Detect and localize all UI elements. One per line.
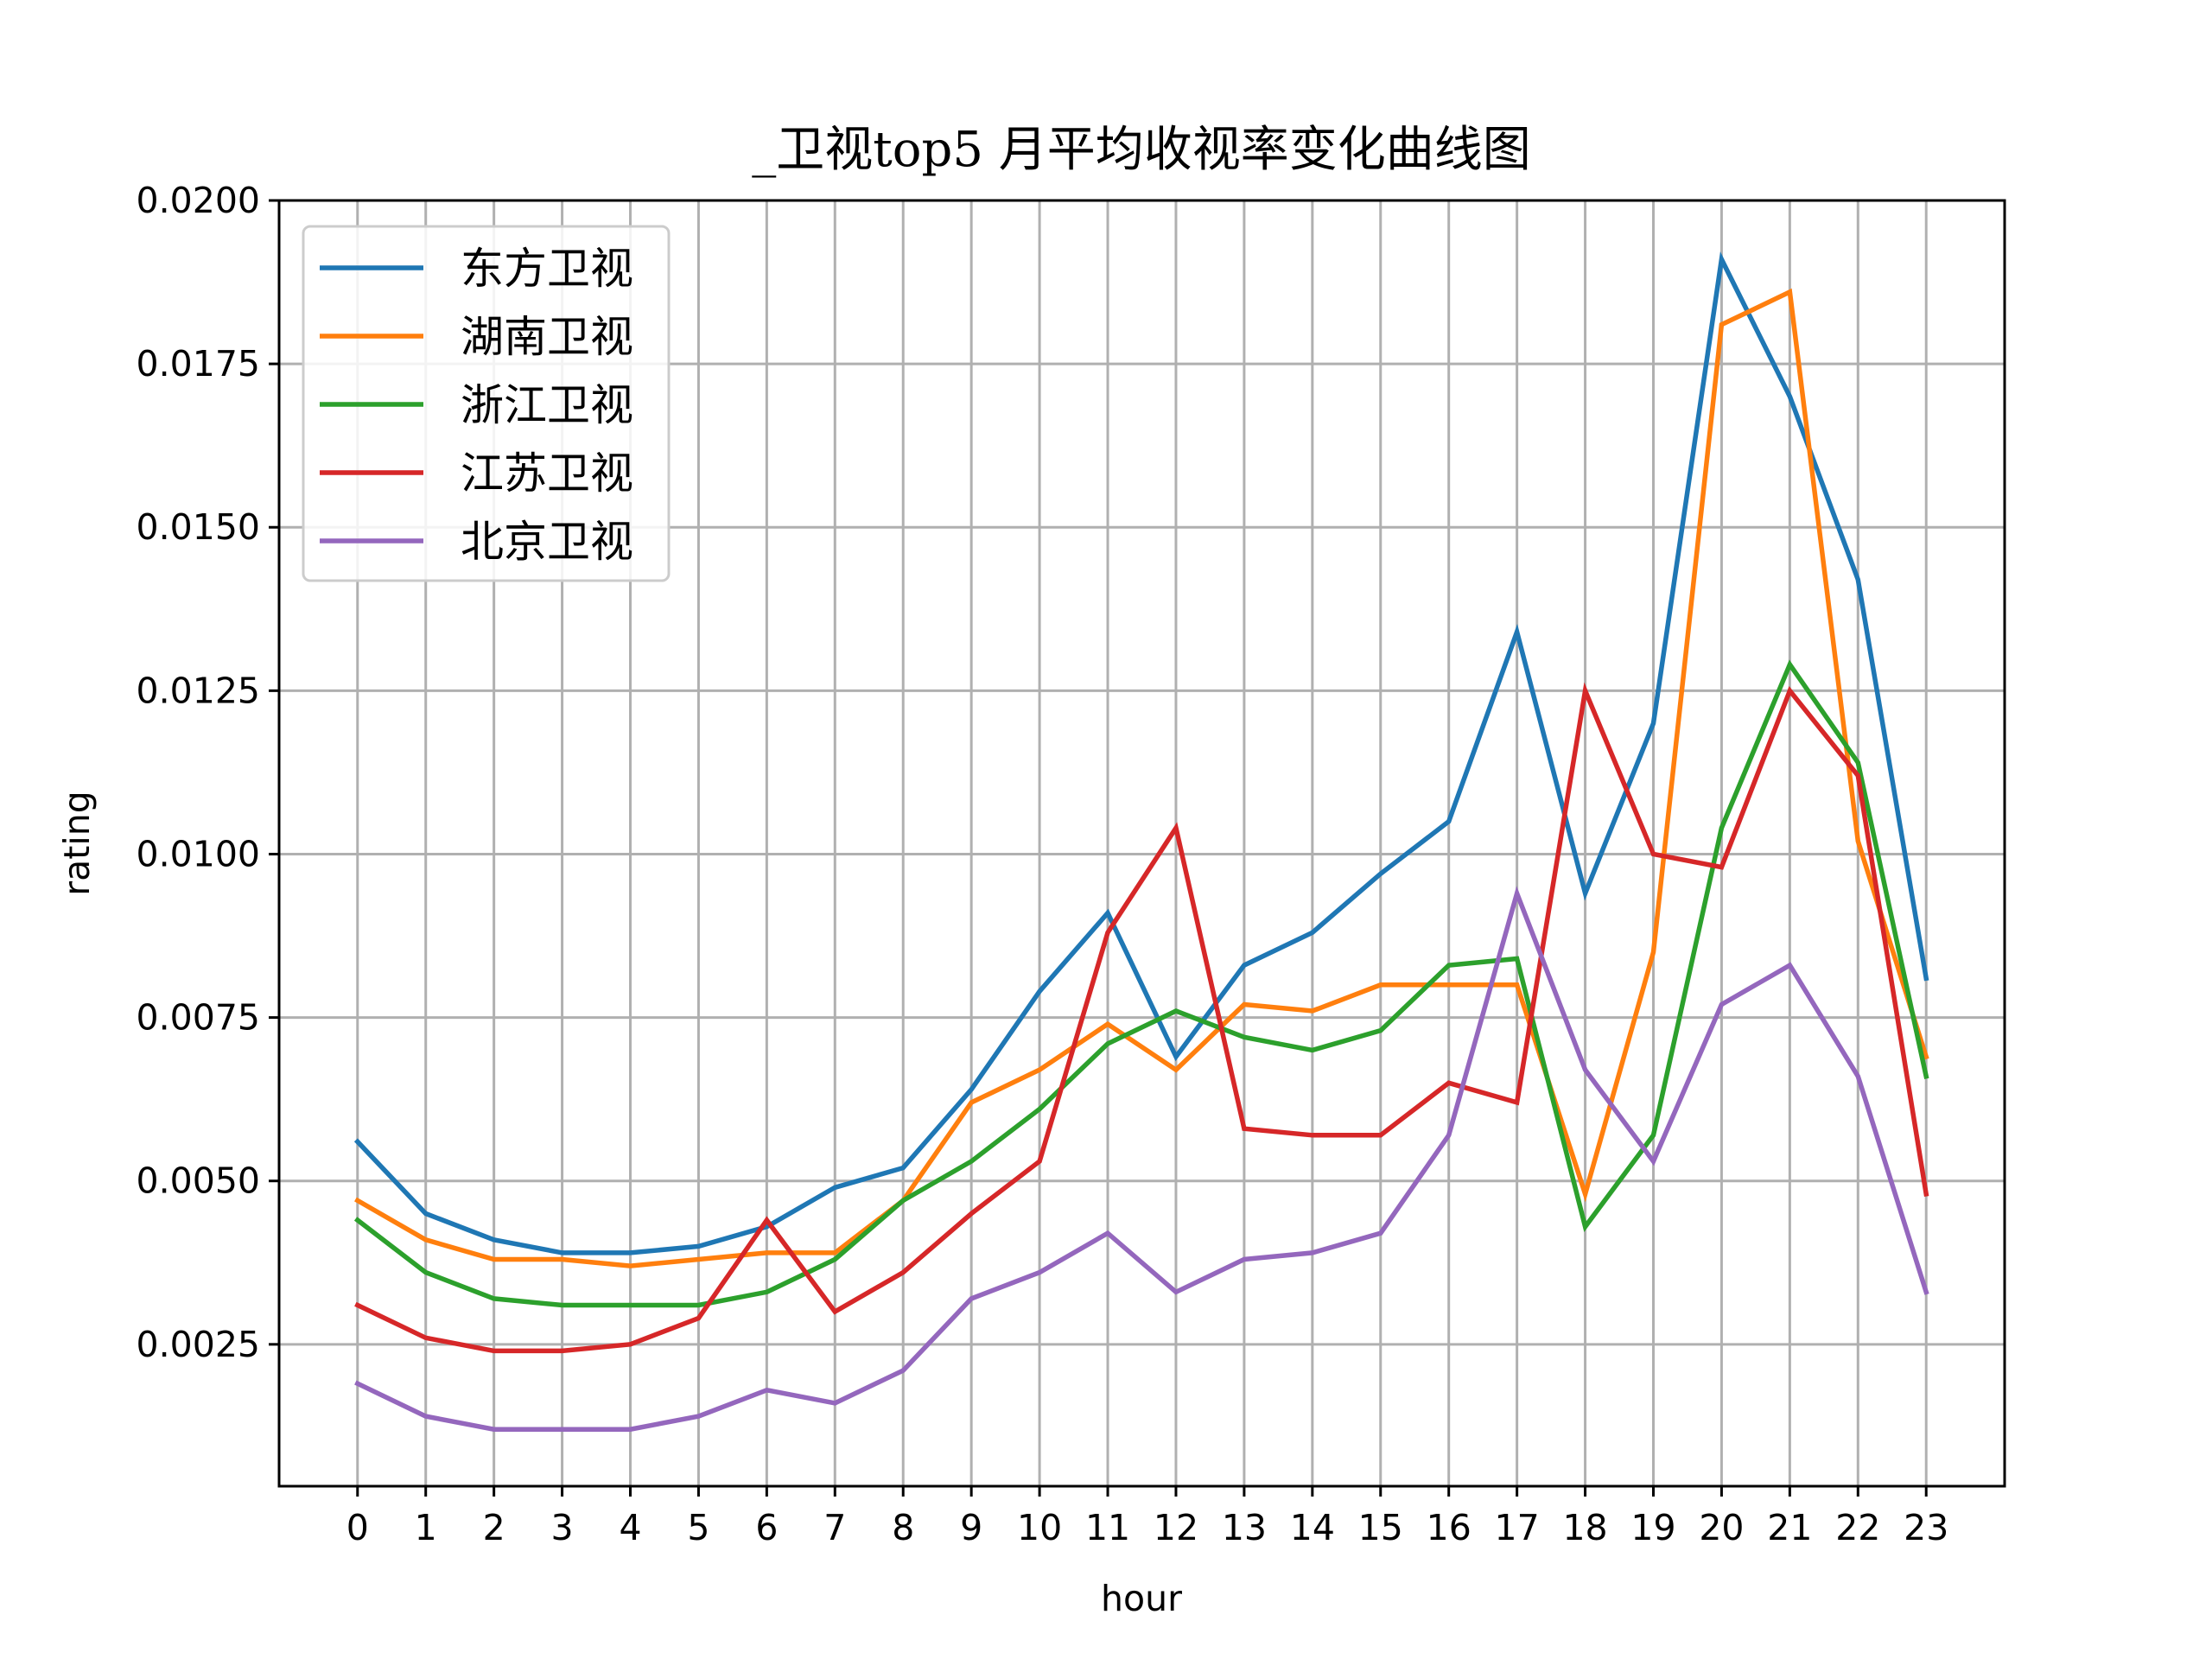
plot-frame	[277, 199, 2006, 1488]
series-line-5	[354, 886, 1929, 1432]
x-tick-label: 13	[1222, 1507, 1267, 1548]
x-tick-label: 18	[1562, 1507, 1607, 1548]
y-tick-label: 0.0150	[137, 506, 260, 548]
x-tick-label: 14	[1290, 1507, 1335, 1548]
x-tick-label: 22	[1835, 1507, 1880, 1548]
y-axis-ticks: 0.0025 0.0050 0.0075 0.0100 0.0125 0.0150 0.01…	[137, 180, 279, 1365]
x-tick-label: 12	[1154, 1507, 1198, 1548]
x-tick-label: 16	[1427, 1507, 1471, 1548]
x-tick-label: 23	[1904, 1507, 1948, 1548]
y-tick-label: 0.0200	[137, 180, 260, 221]
legend-label: 北京卫视	[461, 517, 633, 567]
series-line-1	[353, 251, 1929, 1255]
series-line-3	[353, 659, 1929, 1308]
x-tick-label: 5	[687, 1507, 709, 1548]
x-tick-label: 21	[1767, 1507, 1812, 1548]
x-tick-label: 11	[1085, 1507, 1130, 1548]
series-lines	[353, 251, 1929, 1432]
y-tick-label: 0.0075	[137, 997, 260, 1039]
x-tick-label: 9	[960, 1507, 982, 1548]
x-tick-label: 19	[1630, 1507, 1675, 1548]
x-tick-label: 3	[551, 1507, 574, 1548]
x-tick-label: 7	[823, 1507, 846, 1548]
x-tick-label: 6	[755, 1507, 778, 1548]
y-tick-label: 0.0125	[137, 670, 260, 711]
series-line-4	[354, 682, 1929, 1354]
x-tick-label: 1	[415, 1507, 437, 1548]
x-tick-label: 15	[1358, 1507, 1403, 1548]
x-axis-label: hour	[1101, 1578, 1182, 1619]
y-tick-label: 0.0050	[137, 1160, 260, 1202]
x-tick-label: 0	[346, 1507, 369, 1548]
legend-box	[302, 225, 671, 582]
legend-label: 湖南卫视	[461, 312, 633, 362]
series-line-2	[354, 288, 1929, 1268]
chart-title: _卫视top5 月平均收视率变化曲线图	[752, 122, 1531, 178]
x-axis-ticks: 0 1 2 3 4 5 6 7 8 9 10 11 12 13 14 15 16 17 18 19 20 21 22 23	[346, 1486, 1948, 1548]
y-tick-label: 0.0100	[137, 833, 260, 874]
x-tick-label: 20	[1699, 1507, 1744, 1548]
x-tick-label: 2	[483, 1507, 505, 1548]
x-tick-label: 4	[619, 1507, 641, 1548]
legend-label: 江苏卫视	[461, 448, 633, 499]
legend-label: 东方卫视	[461, 244, 633, 294]
x-tick-label: 10	[1017, 1507, 1062, 1548]
y-tick-label: 0.0025	[137, 1324, 260, 1365]
x-tick-label: 17	[1495, 1507, 1540, 1548]
legend-label: 浙江卫视	[461, 380, 633, 430]
x-tick-label: 8	[892, 1507, 914, 1548]
y-axis-label: rating	[56, 791, 98, 895]
y-tick-label: 0.0175	[137, 343, 260, 385]
